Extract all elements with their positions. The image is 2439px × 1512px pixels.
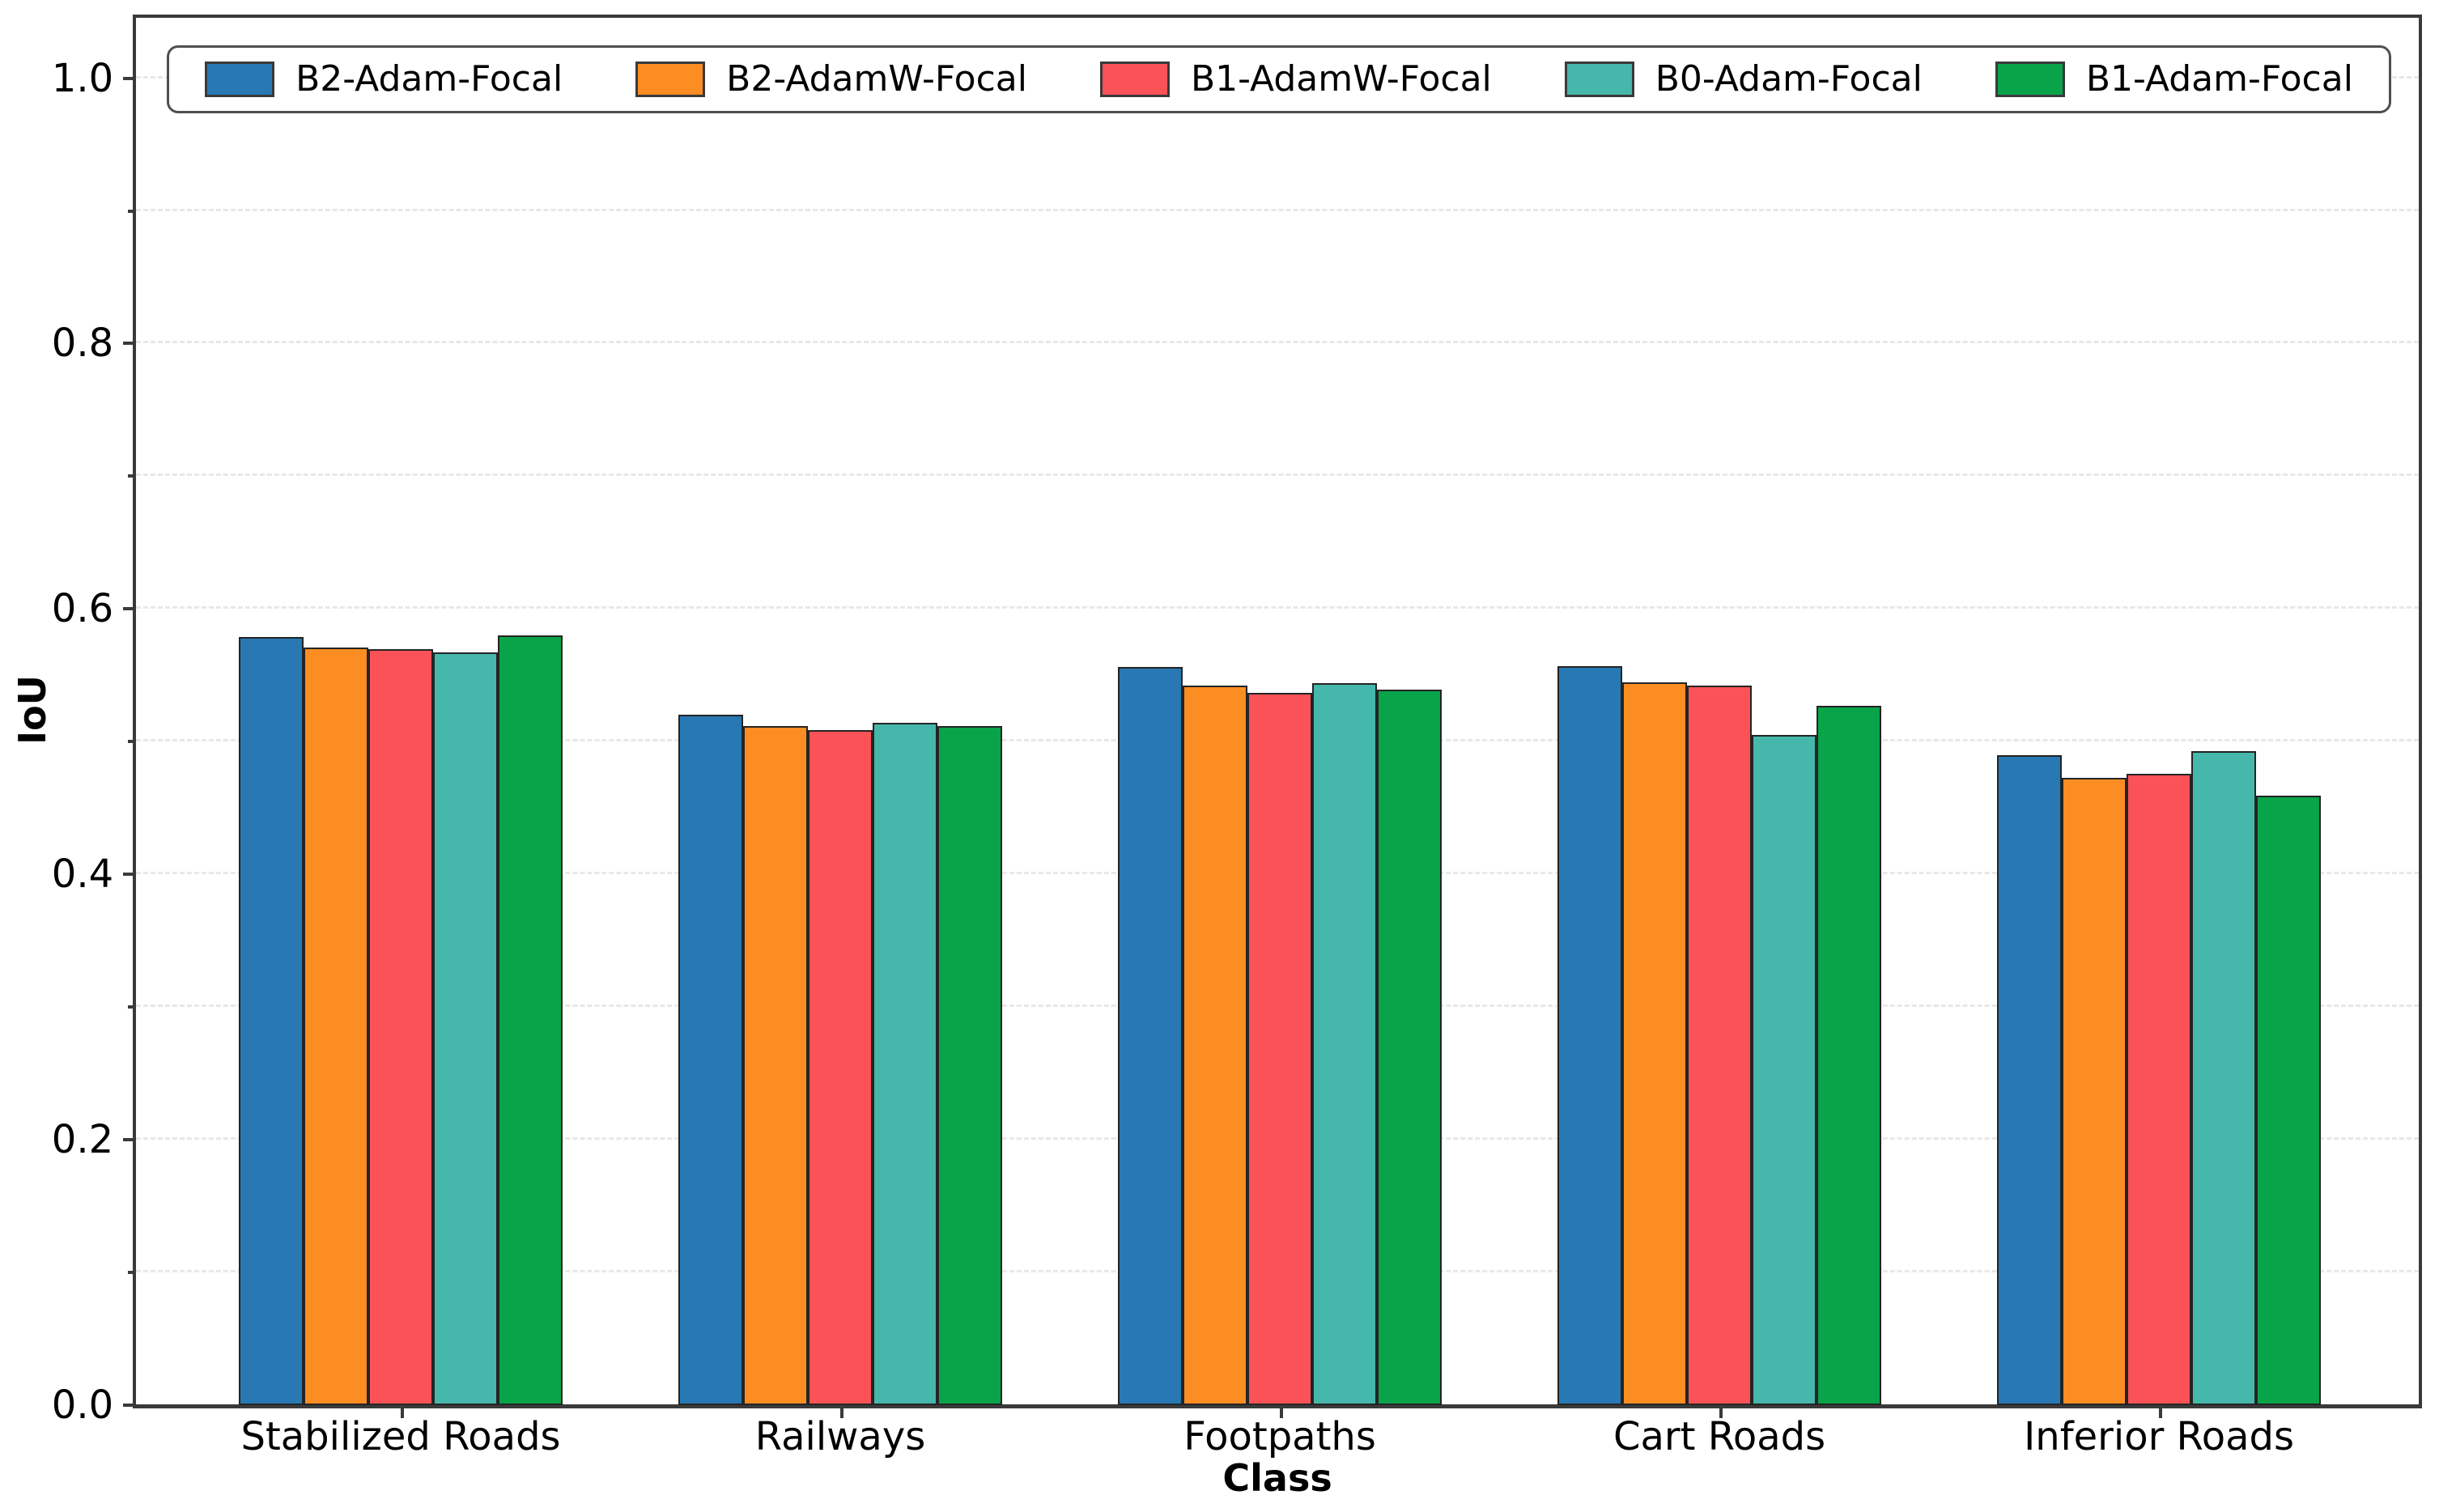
legend-swatch xyxy=(1099,62,1170,98)
bar xyxy=(1817,706,1882,1405)
bar xyxy=(743,725,809,1405)
bar xyxy=(497,635,563,1405)
y-tick-minor xyxy=(128,474,137,478)
legend-label: B1-Adam-Focal xyxy=(2085,58,2353,100)
y-tick-major xyxy=(123,1138,137,1142)
bar xyxy=(678,715,744,1405)
top-spine xyxy=(133,14,2422,18)
bar xyxy=(808,729,873,1405)
y-tick-minor xyxy=(128,1005,137,1009)
right-spine xyxy=(2418,14,2422,1408)
legend-swatch xyxy=(1995,62,2065,98)
y-tick-label: 0.0 xyxy=(51,1382,114,1428)
legend-item: B2-AdamW-Focal xyxy=(635,58,1027,100)
x-tick-label: Inferior Roads xyxy=(2024,1413,2295,1459)
bar xyxy=(239,636,304,1405)
left-spine xyxy=(133,14,137,1408)
y-tick-major xyxy=(123,1403,137,1407)
x-tick xyxy=(1719,1404,1723,1418)
bar xyxy=(1247,692,1313,1405)
legend-swatch xyxy=(635,62,706,98)
bar xyxy=(368,648,433,1405)
y-tick-major xyxy=(123,76,137,80)
legend-item: B1-AdamW-Focal xyxy=(1099,58,1492,100)
x-tick-label: Stabilized Roads xyxy=(240,1413,561,1459)
bar xyxy=(1183,686,1248,1405)
x-tick xyxy=(401,1404,405,1418)
y-tick-minor xyxy=(128,740,137,744)
x-tick xyxy=(840,1404,844,1418)
legend: B2-Adam-Focal B2-AdamW-Focal B1-AdamW-Foca… xyxy=(167,45,2391,114)
y-axis-title-text: IoU xyxy=(10,674,54,745)
bar xyxy=(1377,690,1442,1405)
plot-area: 0.0 0.2 0.4 0.6 0.8 1.0 Stabilized Roads Railwa… xyxy=(52,14,2422,1459)
legend-swatch xyxy=(1564,62,1634,98)
y-tick-label: 0.8 xyxy=(51,321,114,367)
y-tick-major xyxy=(123,607,137,611)
bar xyxy=(873,723,937,1405)
legend-item: B0-Adam-Focal xyxy=(1564,58,1923,100)
bar xyxy=(2191,750,2257,1405)
y-tick-major xyxy=(123,873,137,877)
y-gridline xyxy=(136,208,2419,211)
y-tick-minor xyxy=(128,209,137,213)
x-axis-line xyxy=(133,1404,2422,1408)
bar xyxy=(1118,667,1183,1405)
x-tick xyxy=(2159,1404,2163,1418)
legend-swatch xyxy=(205,62,275,98)
legend-label: B2-AdamW-Focal xyxy=(726,58,1027,100)
legend-item: B1-Adam-Focal xyxy=(1995,58,2353,100)
legend-label: B2-Adam-Focal xyxy=(295,58,563,100)
x-tick-label: Cart Roads xyxy=(1613,1413,1826,1459)
y-tick-label: 1.0 xyxy=(51,55,114,101)
y-gridline xyxy=(136,474,2419,477)
y-tick-minor xyxy=(128,1270,137,1274)
bar xyxy=(2256,796,2322,1405)
bar xyxy=(1687,686,1753,1405)
bar xyxy=(1997,754,2063,1405)
bar xyxy=(937,725,1002,1405)
legend-item: B2-Adam-Focal xyxy=(205,58,563,100)
legend-label: B1-AdamW-Focal xyxy=(1190,58,1492,100)
y-gridline xyxy=(136,606,2419,609)
x-tick-label: Railways xyxy=(754,1413,926,1459)
y-tick-label: 0.2 xyxy=(51,1117,114,1163)
bar xyxy=(1622,682,1688,1405)
bar xyxy=(304,647,369,1405)
bar xyxy=(1752,735,1817,1405)
x-axis-title-text: Class xyxy=(1222,1455,1332,1500)
y-gridline xyxy=(136,341,2419,344)
x-tick xyxy=(1280,1404,1284,1418)
y-axis-title: IoU xyxy=(0,15,70,1405)
bar xyxy=(1312,683,1378,1405)
x-axis-title: Class xyxy=(136,1456,2419,1500)
y-tick-label: 0.4 xyxy=(51,852,114,898)
bar xyxy=(2062,777,2127,1405)
bar xyxy=(433,652,498,1405)
x-tick-label: Footpaths xyxy=(1183,1413,1376,1459)
y-tick-label: 0.6 xyxy=(51,586,114,632)
bar xyxy=(1557,665,1623,1405)
bar xyxy=(2127,773,2192,1405)
legend-label: B0-Adam-Focal xyxy=(1655,58,1923,100)
y-tick-major xyxy=(123,342,137,346)
